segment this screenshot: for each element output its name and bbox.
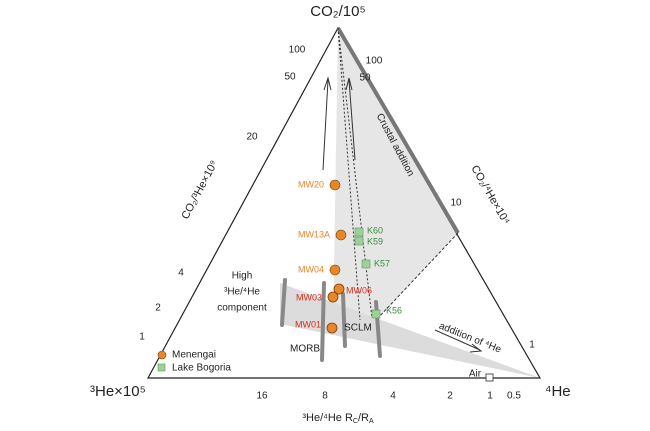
axis-title-part: A bbox=[369, 418, 374, 425]
sample-point bbox=[361, 259, 371, 269]
sample-point bbox=[335, 229, 347, 241]
legend-marker bbox=[157, 350, 167, 360]
arrow bbox=[348, 79, 356, 161]
tick-label: 1 bbox=[139, 332, 145, 343]
tick-label: 0.5 bbox=[507, 391, 521, 402]
tick-label: 20 bbox=[246, 132, 258, 143]
legend-marker bbox=[157, 363, 166, 372]
sclm-bar bbox=[341, 292, 347, 348]
sample-point bbox=[326, 322, 338, 334]
arrow-head bbox=[469, 343, 483, 353]
vertex-label: ³He×10⁵ bbox=[90, 383, 146, 400]
sample-point bbox=[371, 309, 381, 319]
axis-title-part: ³He/⁴He R bbox=[302, 412, 353, 424]
sample-label: MW03 bbox=[296, 292, 322, 302]
tick-label: 1 bbox=[487, 391, 493, 402]
bar bbox=[280, 278, 287, 327]
tick-label: 8 bbox=[322, 391, 328, 402]
tick-label: 10 bbox=[450, 198, 462, 209]
vertex-label: ⁴He bbox=[545, 383, 571, 400]
sample-label: K59 bbox=[367, 236, 383, 246]
tick-label: 4 bbox=[390, 391, 396, 402]
arrow-head bbox=[323, 76, 332, 91]
annotation: component bbox=[217, 303, 267, 314]
annotation: MORB bbox=[290, 344, 320, 355]
sample-point bbox=[327, 291, 339, 303]
sample-label: MW20 bbox=[298, 179, 324, 189]
air-marker bbox=[485, 373, 494, 382]
sample-point bbox=[354, 236, 364, 246]
sample-label: MW01 bbox=[295, 319, 321, 329]
sample-point bbox=[329, 179, 341, 191]
tick-label: 100 bbox=[366, 56, 383, 67]
axis-title: CO₂/³He×10⁹ bbox=[179, 158, 220, 221]
sample-point bbox=[354, 227, 364, 237]
sample-point bbox=[333, 283, 345, 295]
tick-label: 1 bbox=[529, 340, 535, 351]
annotation: SCLM bbox=[344, 323, 372, 334]
sample-point bbox=[329, 264, 341, 276]
crustal-edge bbox=[336, 26, 460, 235]
dashed-line bbox=[337, 27, 373, 319]
tick-label: 2 bbox=[447, 391, 453, 402]
legend-label: Menengai bbox=[172, 350, 216, 361]
axis-title-part: C bbox=[353, 418, 358, 425]
arrow bbox=[434, 329, 481, 351]
sample-label: MW06 bbox=[346, 285, 372, 295]
arrow-head bbox=[345, 77, 353, 91]
dashed-line bbox=[337, 27, 361, 321]
tick-label: 50 bbox=[284, 72, 296, 83]
vertex-label: CO₂/10⁵ bbox=[310, 3, 365, 20]
tick-label: 2 bbox=[155, 303, 161, 314]
tick-label: 100 bbox=[289, 45, 306, 56]
axis-title: CO₂/⁴He×10⁴ bbox=[468, 163, 512, 226]
sample-label: K56 bbox=[386, 305, 402, 315]
dashed-line bbox=[377, 232, 459, 319]
axis-title: ³He/⁴He RC/RA bbox=[302, 412, 374, 425]
legend-label: Lake Bogoria bbox=[172, 363, 231, 374]
tick-label: 4 bbox=[178, 268, 184, 279]
sample-label: K57 bbox=[374, 258, 390, 268]
morb-bar bbox=[320, 281, 326, 362]
arrow bbox=[322, 79, 329, 171]
sample-label: MW04 bbox=[298, 264, 324, 274]
annotation: ³He/⁴He bbox=[224, 287, 260, 298]
annotation: Air bbox=[469, 369, 482, 380]
sample-label: MW13A bbox=[298, 229, 330, 239]
tick-label: 50 bbox=[359, 73, 371, 84]
axis-title-part: /R bbox=[358, 412, 369, 424]
tick-label: 16 bbox=[256, 391, 268, 402]
annotation: High bbox=[232, 271, 253, 282]
sample-label: K60 bbox=[367, 225, 383, 235]
